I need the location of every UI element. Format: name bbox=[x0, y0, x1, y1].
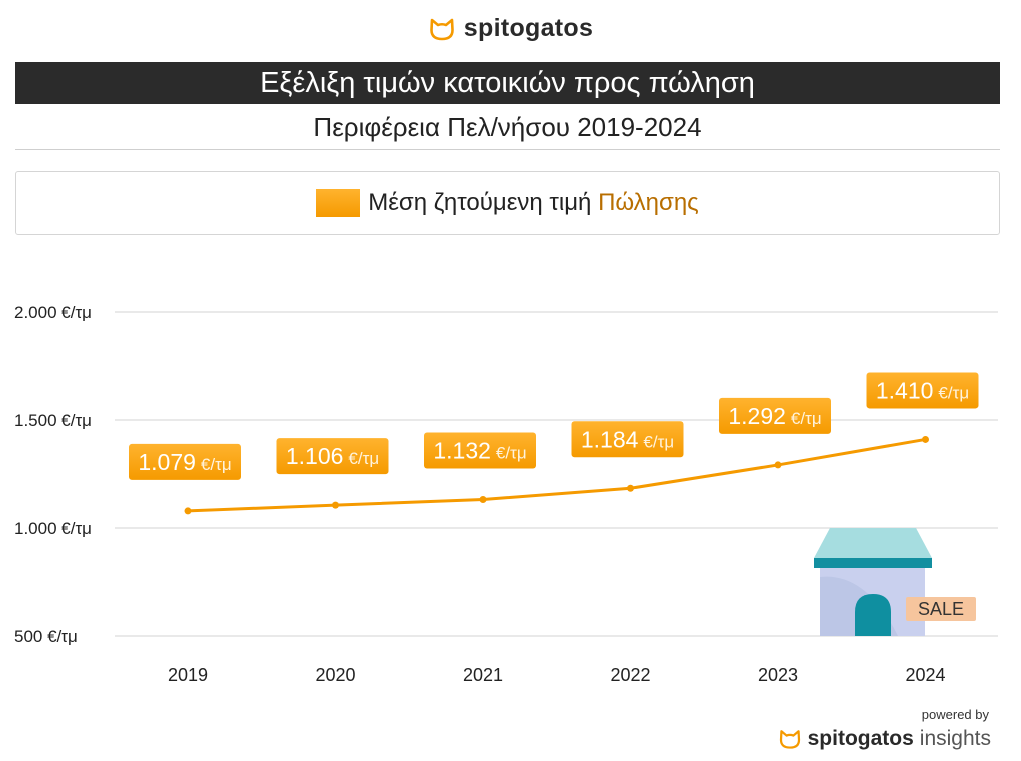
page-subtitle: Περιφέρεια Πελ/νήσου 2019-2024 bbox=[313, 112, 702, 142]
data-point bbox=[332, 501, 339, 509]
x-axis-ticks: 2019 2020 2021 2022 2023 2024 bbox=[168, 665, 946, 685]
data-label-text: 1.079 €/τμ bbox=[138, 449, 231, 475]
cat-head-icon bbox=[779, 730, 800, 749]
x-tick-label: 2022 bbox=[610, 665, 650, 685]
x-tick-label: 2020 bbox=[315, 665, 355, 685]
data-label: 1.079 €/τμ bbox=[129, 443, 241, 480]
x-tick-label: 2021 bbox=[463, 665, 503, 685]
x-tick-label: 2023 bbox=[758, 665, 798, 685]
data-point bbox=[184, 507, 192, 515]
data-label: 1.106 €/τμ bbox=[276, 438, 389, 475]
data-label-box bbox=[276, 438, 389, 475]
data-points bbox=[184, 435, 929, 515]
brand-header: spitogatos bbox=[0, 14, 1021, 43]
data-label-text: 1.184 €/τμ bbox=[581, 426, 674, 452]
data-label: 1.132 €/τμ bbox=[424, 432, 536, 469]
page-title: Εξέλιξη τιμών κατοικιών προς πώληση bbox=[15, 62, 1000, 104]
cat-head-icon bbox=[429, 18, 454, 40]
x-tick-label: 2024 bbox=[905, 665, 945, 685]
data-label: 1.184 €/τμ bbox=[571, 421, 684, 458]
legend-label-accent: Πώλησης bbox=[598, 189, 699, 216]
data-label-text: 1.292 €/τμ bbox=[728, 403, 821, 429]
legend-swatch bbox=[316, 189, 361, 217]
series-line bbox=[187, 437, 926, 513]
data-point bbox=[479, 495, 487, 503]
brand-name: spitogatos bbox=[463, 14, 594, 42]
legend-label: Μέση ζητούμενη τιμή Πώλησης bbox=[368, 189, 699, 217]
x-tick-label: 2019 bbox=[168, 665, 208, 685]
y-tick-label: 1.000 €/τμ bbox=[14, 519, 92, 538]
y-tick-label: 2.000 €/τμ bbox=[14, 303, 92, 322]
data-label-box bbox=[866, 372, 979, 409]
y-tick-label: 1.500 €/τμ bbox=[14, 411, 92, 430]
shop-for-sale-icon: SALE bbox=[814, 528, 976, 636]
footer-brand-suffix: insights bbox=[919, 727, 991, 750]
powered-by-text: powered by bbox=[921, 707, 989, 722]
data-label-text: 1.132 €/τμ bbox=[433, 437, 526, 463]
data-label: 1.292 €/τμ bbox=[719, 397, 831, 434]
data-label-box bbox=[424, 432, 536, 469]
data-labels: 1.079 €/τμ 1.106 €/τμ 1.132 €/τμ 1.184 €/τμ 1.29… bbox=[129, 372, 979, 480]
y-axis-ticks: 500 €/τμ 1.000 €/τμ 1.500 €/τμ 2.000 €/τμ bbox=[14, 303, 92, 646]
sale-sign-label: SALE bbox=[918, 599, 964, 619]
footer-brand-name: spitogatos bbox=[807, 727, 914, 750]
data-label-box bbox=[571, 421, 684, 458]
series-line-path bbox=[187, 437, 926, 513]
data-point bbox=[922, 435, 929, 443]
data-point bbox=[774, 461, 782, 469]
data-label: 1.410 €/τμ bbox=[866, 372, 979, 409]
data-label-text: 1.106 €/τμ bbox=[286, 443, 379, 469]
data-label-box bbox=[719, 397, 831, 434]
data-label-box bbox=[129, 443, 241, 480]
brand-footer: spitogatos insights bbox=[778, 727, 991, 751]
y-tick-label: 500 €/τμ bbox=[14, 627, 78, 646]
chart-legend: Μέση ζητούμενη τιμή Πώλησης bbox=[15, 171, 1000, 235]
data-label-text: 1.410 €/τμ bbox=[876, 377, 969, 403]
divider bbox=[15, 149, 1000, 150]
legend-label-text: Μέση ζητούμενη τιμή bbox=[368, 189, 599, 216]
data-point bbox=[627, 484, 634, 492]
